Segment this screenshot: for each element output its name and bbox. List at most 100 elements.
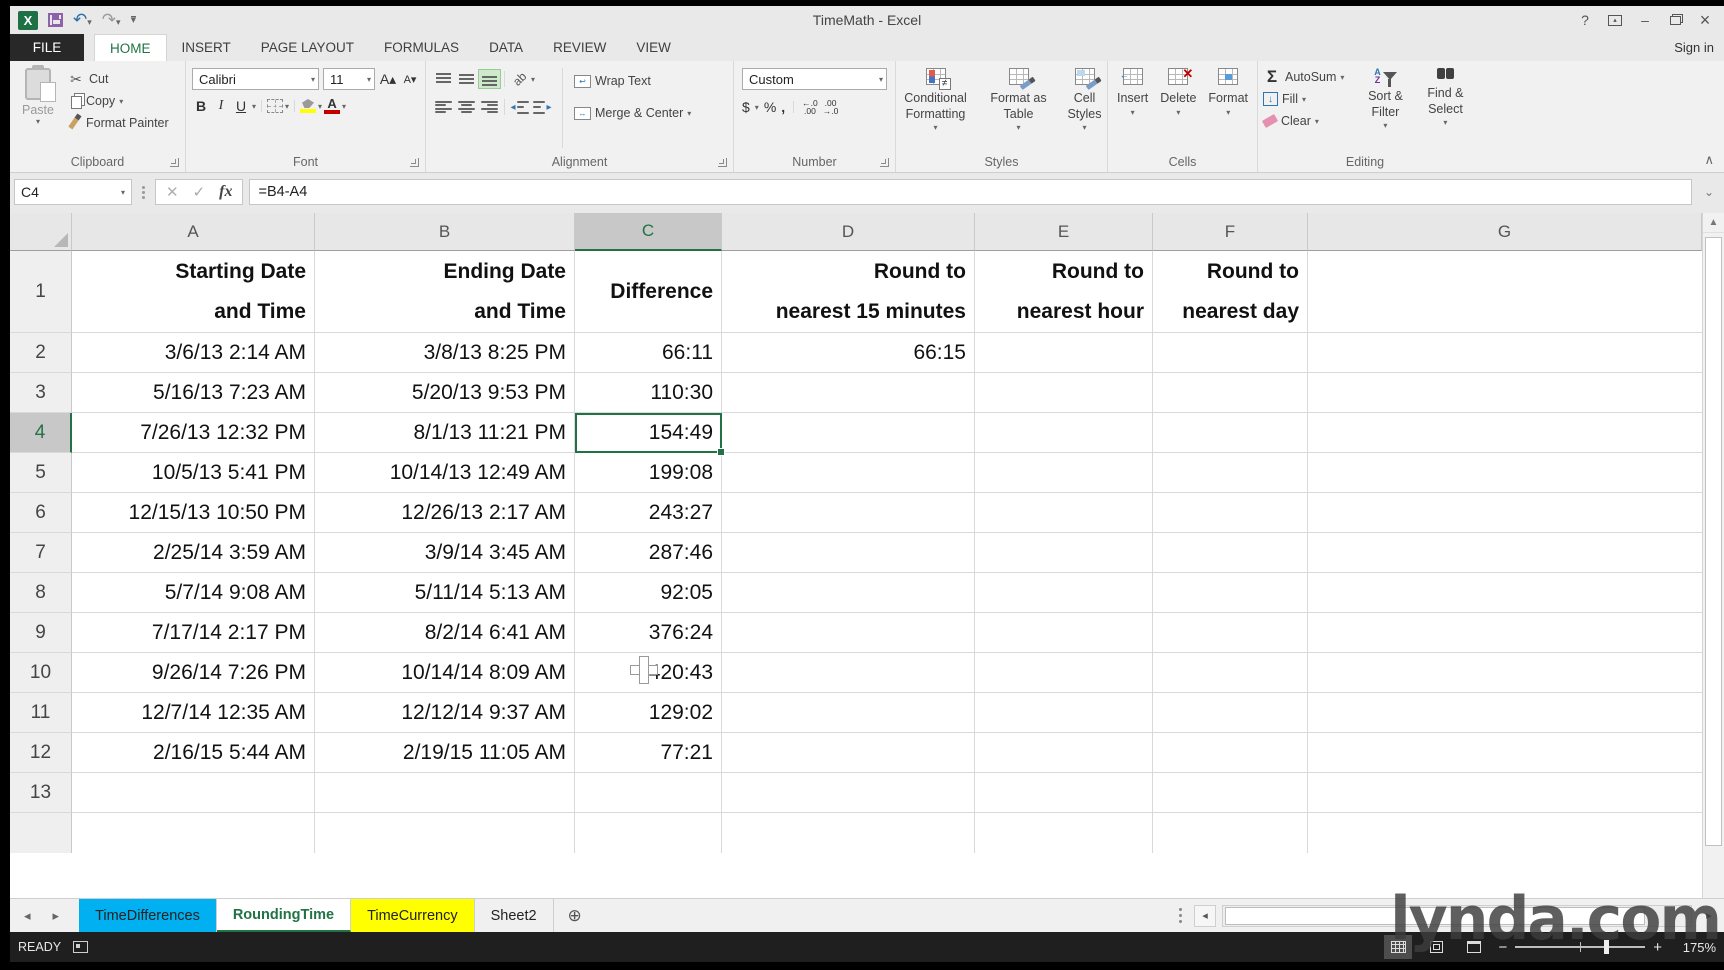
align-right-button[interactable] [478,97,501,117]
cell-C5[interactable]: 199:08 [575,453,722,493]
cell-C9[interactable]: 376:24 [575,613,722,653]
font-color-button[interactable]: A [324,97,341,114]
font-size-dropdown-icon[interactable]: ▾ [366,74,371,84]
middle-align-button[interactable] [455,69,478,89]
font-dialog-launcher-icon[interactable] [410,158,419,167]
cell-blank-D[interactable] [722,813,975,853]
help-button[interactable]: ? [1581,12,1589,28]
customize-qat-icon[interactable]: ▾ [130,13,137,26]
cell-D3[interactable] [722,373,975,413]
tab-file[interactable]: FILE [10,34,84,61]
decrease-decimal-icon[interactable]: .00 →.0 [822,98,839,116]
cell-E3[interactable] [975,373,1153,413]
merge-center-dropdown-icon[interactable]: ▾ [687,108,692,118]
fill-color-button[interactable] [300,99,317,113]
cell-B3[interactable]: 5/20/13 9:53 PM [315,373,575,413]
cell-F9[interactable] [1153,613,1308,653]
cell-C12[interactable]: 77:21 [575,733,722,773]
column-header-F[interactable]: F [1153,213,1308,251]
scroll-up-icon[interactable]: ▲ [1703,213,1724,233]
bold-button[interactable]: B [195,98,207,114]
vertical-scrollbar[interactable]: ▲ [1702,213,1724,898]
cell-E1[interactable]: Round to nearest hour [975,251,1153,333]
cell-D13[interactable] [722,773,975,813]
currency-format-button[interactable]: $ [742,99,750,115]
row-header-6[interactable]: 6 [10,493,72,533]
cell-blank-E[interactable] [975,813,1153,853]
currency-dropdown-icon[interactable]: ▾ [754,102,759,112]
format-cells-button[interactable]: Format ▾ [1202,64,1254,122]
row-header-7[interactable]: 7 [10,533,72,573]
cell-E10[interactable] [975,653,1153,693]
font-name-combo[interactable]: Calibri ▾ [192,68,319,90]
delete-cells-button[interactable]: ✕ Delete ▾ [1160,66,1197,117]
row-header-3[interactable]: 3 [10,373,72,413]
increase-font-size-icon[interactable]: A▴ [379,70,397,87]
paste-button[interactable]: Paste ▾ [12,64,64,126]
column-header-D[interactable]: D [722,213,975,251]
cell-E7[interactable] [975,533,1153,573]
previous-sheet-icon[interactable]: ◂ [24,907,31,923]
row-header-10[interactable]: 10 [10,653,72,693]
cell-F12[interactable] [1153,733,1308,773]
ribbon-display-options-button[interactable]: ▴ [1602,10,1628,30]
cell-F7[interactable] [1153,533,1308,573]
cell-E8[interactable] [975,573,1153,613]
cell-F11[interactable] [1153,693,1308,733]
column-header-G[interactable]: G [1308,213,1702,251]
tab-splitter-icon[interactable] [1173,908,1188,923]
cell-D9[interactable] [722,613,975,653]
align-left-button[interactable] [432,97,455,117]
percent-format-button[interactable]: % [763,99,777,115]
cell-F2[interactable] [1153,333,1308,373]
row-header-13[interactable]: 13 [10,773,72,813]
name-box-dropdown-icon[interactable]: ▾ [120,187,125,197]
cell-C7[interactable]: 287:46 [575,533,722,573]
sheet-tab-timecurrency[interactable]: TimeCurrency [351,899,475,932]
font-size-combo[interactable]: 11 ▾ [323,68,375,90]
horizontal-scroll-thumb[interactable] [1225,906,1645,925]
cell-D4[interactable] [722,413,975,453]
wrap-text-button[interactable]: ↩ Wrap Text [571,70,694,92]
close-button[interactable]: × [1699,9,1711,30]
format-as-table-button[interactable]: Format as Table ▾ [981,64,1057,137]
page-break-view-button[interactable] [1460,935,1488,959]
cell-A5[interactable]: 10/5/13 5:41 PM [72,453,315,493]
cell-F13[interactable] [1153,773,1308,813]
fill-handle[interactable] [717,448,725,456]
cell-B6[interactable]: 12/26/13 2:17 AM [315,493,575,533]
tab-page-layout[interactable]: PAGE LAYOUT [260,40,355,55]
cell-blank-B[interactable] [315,813,575,853]
cell-C13[interactable] [575,773,722,813]
tab-review[interactable]: REVIEW [553,40,607,55]
cell-A9[interactable]: 7/17/14 2:17 PM [72,613,315,653]
comma-format-button[interactable]: , [781,99,786,115]
cell-A13[interactable] [72,773,315,813]
cell-G7[interactable] [1308,533,1702,573]
underline-dropdown-icon[interactable]: ▾ [252,101,257,111]
decrease-indent-button[interactable]: ◂ [508,97,531,117]
clear-dropdown-icon[interactable]: ▾ [1314,116,1319,126]
zoom-out-icon[interactable]: − [1498,938,1508,956]
tab-view[interactable]: VIEW [636,40,671,55]
autosum-dropdown-icon[interactable]: ▾ [1340,72,1345,82]
cell-D10[interactable] [722,653,975,693]
cell-B7[interactable]: 3/9/14 3:45 AM [315,533,575,573]
cell-B1[interactable]: Ending Date and Time [315,251,575,333]
cell-B11[interactable]: 12/12/14 9:37 AM [315,693,575,733]
select-all-corner[interactable] [10,213,72,251]
zoom-level[interactable]: 175% [1682,939,1716,955]
cell-E12[interactable] [975,733,1153,773]
cell-G1[interactable] [1308,251,1702,333]
zoom-slider-thumb[interactable] [1603,940,1609,954]
borders-dropdown-icon[interactable]: ▾ [285,101,290,111]
merge-center-button[interactable]: ↔ Merge & Center ▾ [571,102,694,124]
number-format-dropdown-icon[interactable]: ▾ [878,74,883,84]
cell-D5[interactable] [722,453,975,493]
normal-view-button[interactable] [1384,935,1413,959]
cell-styles-button[interactable]: Cell Styles ▾ [1057,64,1113,137]
collapse-ribbon-icon[interactable]: ∧ [1704,152,1714,167]
redo-dropdown-icon[interactable]: ▾ [116,16,121,27]
cell-F10[interactable] [1153,653,1308,693]
cell-E9[interactable] [975,613,1153,653]
